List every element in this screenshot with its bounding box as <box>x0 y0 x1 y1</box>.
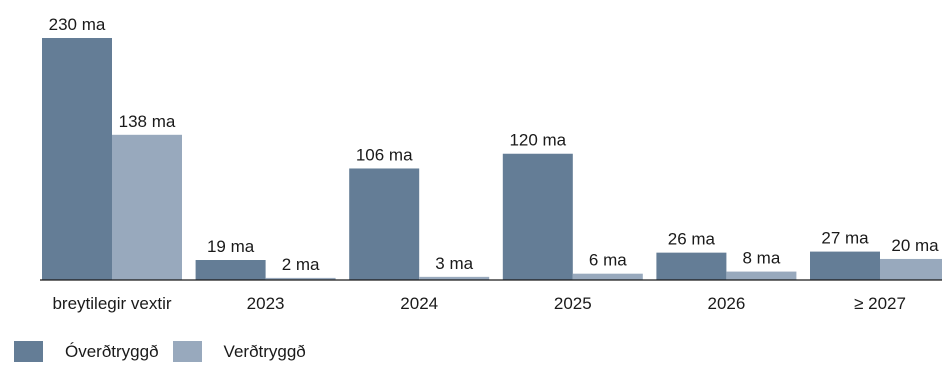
data-label-verdtryggd-5: 20 ma <box>891 236 939 255</box>
data-label-overdtryggd-5: 27 ma <box>821 229 869 248</box>
bar-overdtryggd-1 <box>195 260 266 280</box>
x-tick-label-1: 2023 <box>247 294 285 313</box>
data-label-overdtryggd-0: 230 ma <box>49 15 106 34</box>
bar-overdtryggd-5 <box>810 251 880 280</box>
data-label-verdtryggd-3: 6 ma <box>589 251 627 270</box>
legend-swatch-verdtryggd <box>172 341 202 362</box>
legend-item-verdtryggd: Verðtryggð <box>172 341 306 362</box>
bar-verdtryggd-2 <box>419 276 490 280</box>
data-label-verdtryggd-2: 3 ma <box>435 254 473 273</box>
x-tick-label-5: ≥ 2027 <box>854 294 906 313</box>
bar-overdtryggd-3 <box>502 153 573 280</box>
bar-overdtryggd-0 <box>42 38 112 280</box>
x-tick-label-2: 2024 <box>400 294 438 313</box>
data-label-overdtryggd-2: 106 ma <box>356 145 413 164</box>
legend-label-overdtryggd: Óverðtryggð <box>65 341 159 361</box>
legend-swatch-overdtryggd <box>14 341 43 362</box>
bar-verdtryggd-1 <box>265 277 336 280</box>
data-label-verdtryggd-4: 8 ma <box>743 249 781 268</box>
x-tick-label-4: 2026 <box>707 294 745 313</box>
legend: Óverðtryggð Verðtryggð <box>14 341 320 362</box>
legend-label-verdtryggd: Verðtryggð <box>223 341 306 361</box>
x-tick-label-0: breytilegir vextir <box>52 294 171 313</box>
bar-verdtryggd-3 <box>572 273 643 280</box>
bar-verdtryggd-4 <box>726 271 797 280</box>
x-tick-labels-layer: breytilegir vextir 2023 2024 2025 2026 ≥ 2027 <box>52 294 905 313</box>
bar-verdtryggd-5 <box>880 258 942 280</box>
data-label-overdtryggd-3: 120 ma <box>509 131 566 150</box>
data-label-verdtryggd-0: 138 ma <box>119 112 176 131</box>
bars-layer <box>42 38 942 280</box>
data-label-verdtryggd-1: 2 ma <box>282 255 320 274</box>
data-label-overdtryggd-1: 19 ma <box>207 237 255 256</box>
data-label-overdtryggd-4: 26 ma <box>668 230 716 249</box>
bar-chart: 230 ma 138 ma 19 ma 2 ma 106 ma 3 ma 120 ma 6 m… <box>40 15 942 313</box>
legend-item-overdtryggd: Óverðtryggð <box>14 341 159 362</box>
bar-overdtryggd-2 <box>349 168 420 280</box>
x-tick-label-3: 2025 <box>554 294 592 313</box>
data-labels-layer: 230 ma 138 ma 19 ma 2 ma 106 ma 3 ma 120 ma 6 m… <box>49 15 940 274</box>
bar-verdtryggd-0 <box>112 134 182 280</box>
bar-overdtryggd-4 <box>656 252 727 280</box>
